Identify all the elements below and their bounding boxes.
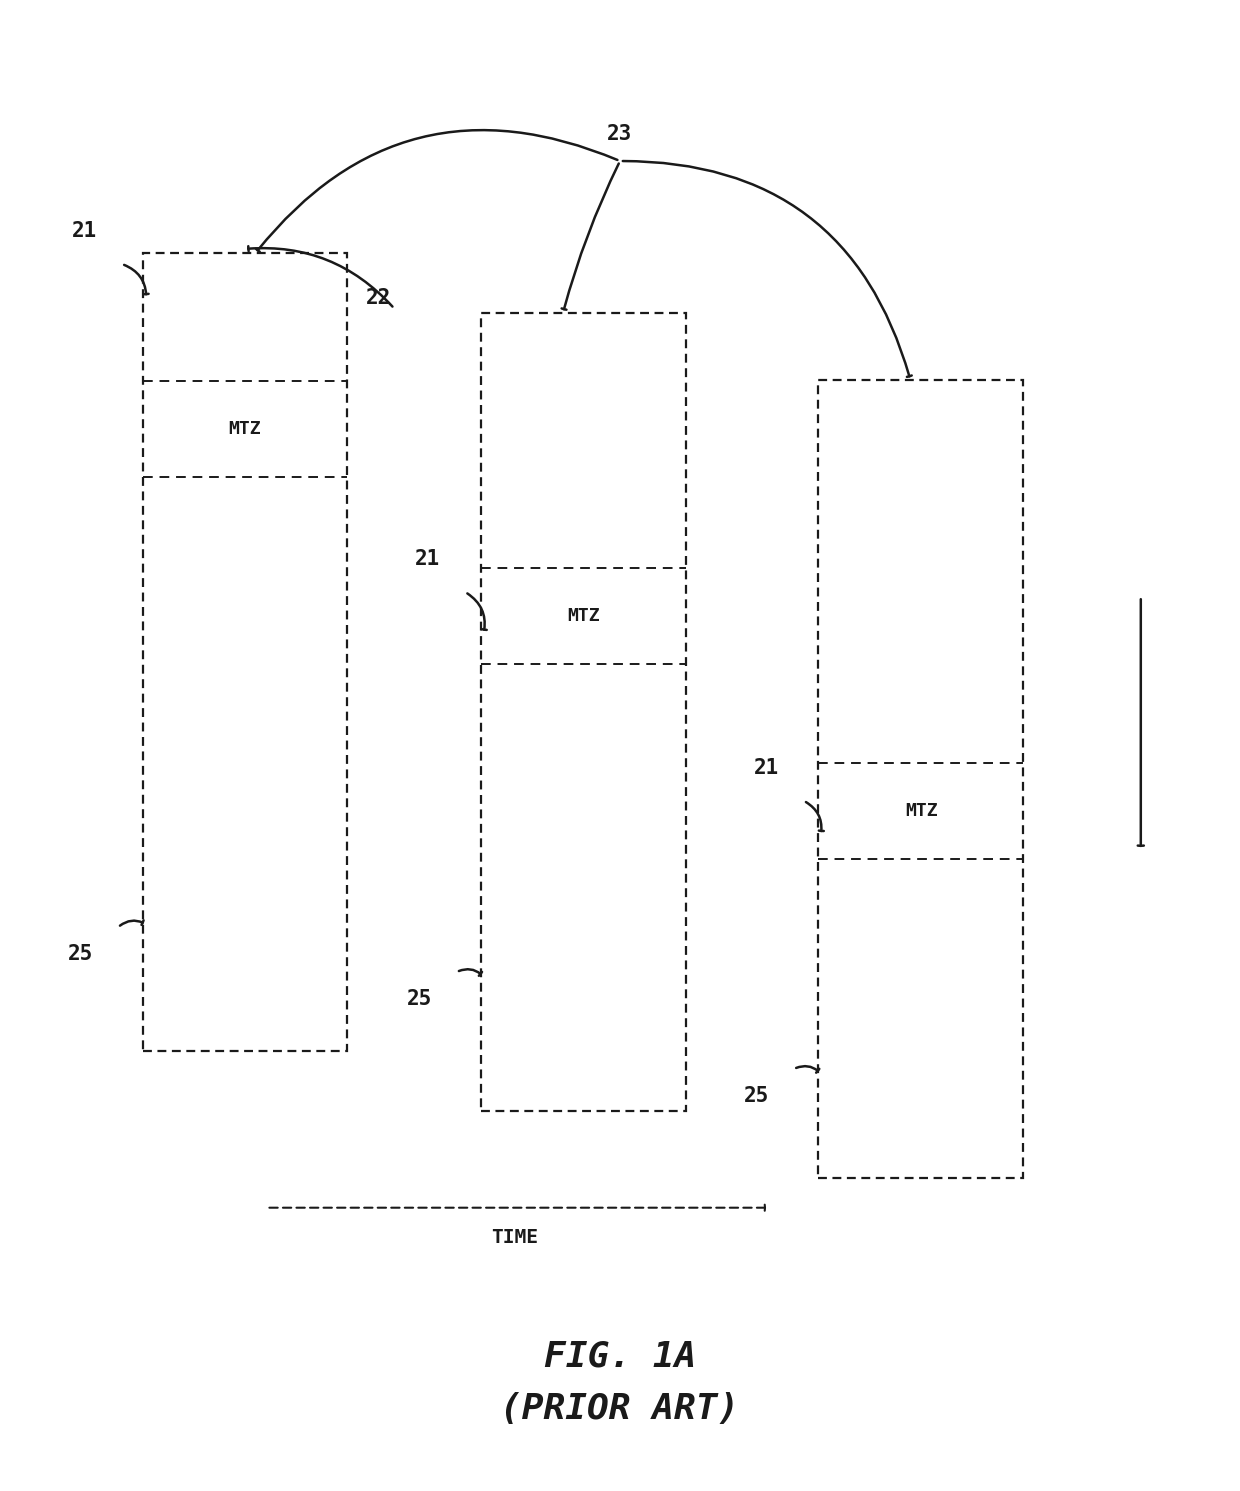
Text: 21: 21 (415, 549, 440, 570)
Text: 23: 23 (608, 124, 632, 145)
Text: FIG. 1A: FIG. 1A (544, 1340, 696, 1373)
Text: MTZ: MTZ (228, 420, 260, 438)
Text: TIME: TIME (491, 1229, 538, 1246)
Text: 25: 25 (68, 944, 93, 965)
Text: 25: 25 (744, 1085, 769, 1106)
Text: MTZ: MTZ (568, 607, 600, 625)
Text: 21: 21 (72, 221, 97, 242)
Bar (143, 253, 347, 1051)
Bar (818, 380, 1023, 1178)
Text: MTZ: MTZ (905, 802, 937, 820)
Text: (PRIOR ART): (PRIOR ART) (501, 1393, 739, 1425)
Text: 25: 25 (407, 989, 432, 1009)
Bar (481, 313, 686, 1111)
Text: 21: 21 (754, 757, 779, 778)
Text: 22: 22 (366, 288, 391, 309)
